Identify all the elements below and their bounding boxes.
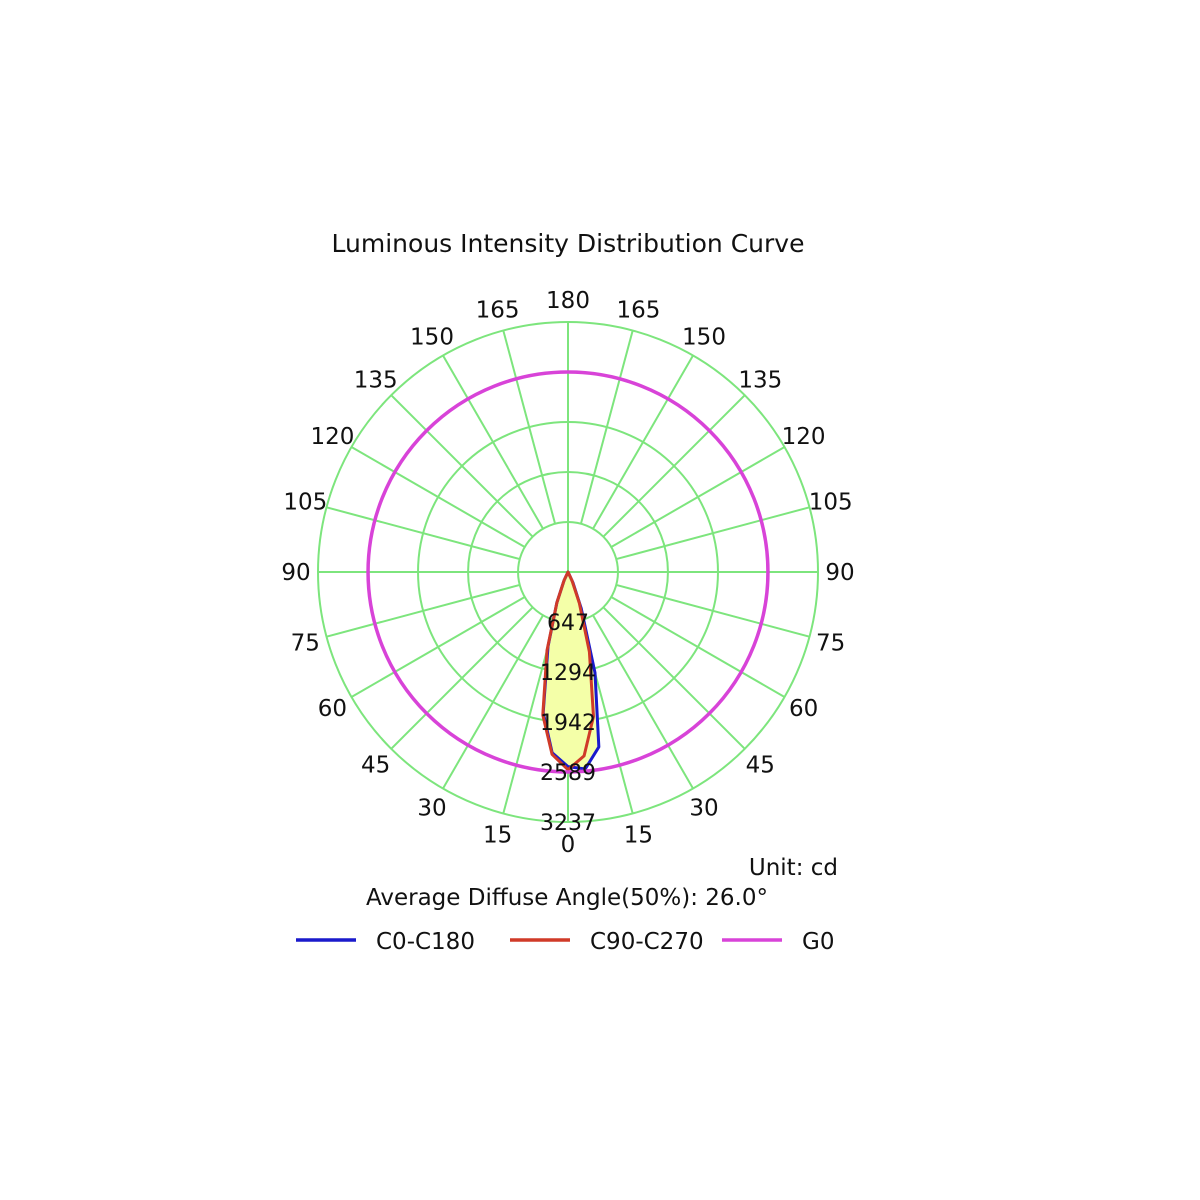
grid-spoke (442, 614, 544, 790)
angle-label-left-135: 135 (738, 368, 782, 394)
grid-spoke (350, 446, 526, 548)
angle-label-right-150: 150 (410, 324, 454, 350)
grid-spoke (616, 506, 810, 561)
grid-spoke (326, 506, 520, 561)
angle-label-left-180: 180 (546, 288, 590, 314)
radial-label-3237: 3237 (540, 811, 596, 836)
angle-label-right-45: 45 (361, 752, 390, 778)
angle-label-right-165: 165 (476, 297, 520, 323)
angle-label-left-45: 45 (746, 752, 775, 778)
angle-label-right-120: 120 (310, 424, 354, 450)
radial-label-2589: 2589 (540, 761, 596, 786)
grid-spoke (592, 614, 694, 790)
grid-spoke (610, 596, 786, 698)
curve-fill-area (543, 572, 599, 769)
legend-label-g0: G0 (802, 929, 834, 955)
legend-label-c0-c180: C0-C180 (376, 929, 475, 955)
radial-label-647: 647 (547, 611, 589, 636)
angle-label-left-150: 150 (682, 324, 726, 350)
grid-spoke (390, 394, 534, 538)
diffuse-angle-note: Average Diffuse Angle(50%): 26.0° (366, 885, 768, 911)
angle-label-left-30: 30 (689, 796, 718, 822)
angle-label-left-60: 60 (789, 696, 818, 722)
grid-spoke (390, 606, 534, 750)
angle-label-right-30: 30 (417, 796, 446, 822)
legend-label-c90-c270: C90-C270 (590, 929, 704, 955)
curve-fill (543, 572, 599, 769)
grid-spoke (502, 330, 557, 524)
angle-label-right-15: 15 (483, 823, 512, 849)
grid-spoke (350, 596, 526, 698)
grid-spoke (592, 354, 694, 530)
angle-label-left-90: 90 (825, 560, 854, 586)
series-layer (366, 370, 770, 774)
radial-labels: 647 1294 1942 2589 3237 (540, 611, 596, 836)
angle-label-right-90: 90 (281, 560, 310, 586)
angle-label-left-0: 0 (561, 832, 576, 858)
angle-label-left-120: 120 (782, 424, 826, 450)
legend: C0-C180 C90-C270 G0 (296, 929, 834, 955)
angle-label-right-75: 75 (291, 630, 320, 656)
series-g0 (366, 370, 770, 774)
grid-spoke (610, 446, 786, 548)
grid-spoke (579, 330, 634, 524)
grid-spoke (602, 606, 746, 750)
angle-label-left-75: 75 (816, 630, 845, 656)
grid-spoke (602, 394, 746, 538)
unit-label: Unit: cd (749, 855, 838, 881)
radial-label-1294: 1294 (540, 661, 596, 686)
radial-label-1942: 1942 (540, 711, 596, 736)
grid-spoke (616, 583, 810, 638)
angle-label-left-165: 165 (616, 297, 660, 323)
series-c90-c270 (541, 570, 595, 772)
angle-label-right-105: 105 (283, 490, 327, 516)
angle-label-right-60: 60 (318, 696, 347, 722)
grid-spoke (326, 583, 520, 638)
angle-labels: 0 15 30 45 60 75 90 105 120 135 150 165 180 15 30 45 60 7… (281, 288, 854, 858)
chart-title: Luminous Intensity Distribution Curve (332, 229, 805, 258)
angle-label-left-105: 105 (809, 490, 853, 516)
grid-spoke (442, 354, 544, 530)
angle-label-right-135: 135 (354, 368, 398, 394)
angle-label-left-15: 15 (624, 823, 653, 849)
